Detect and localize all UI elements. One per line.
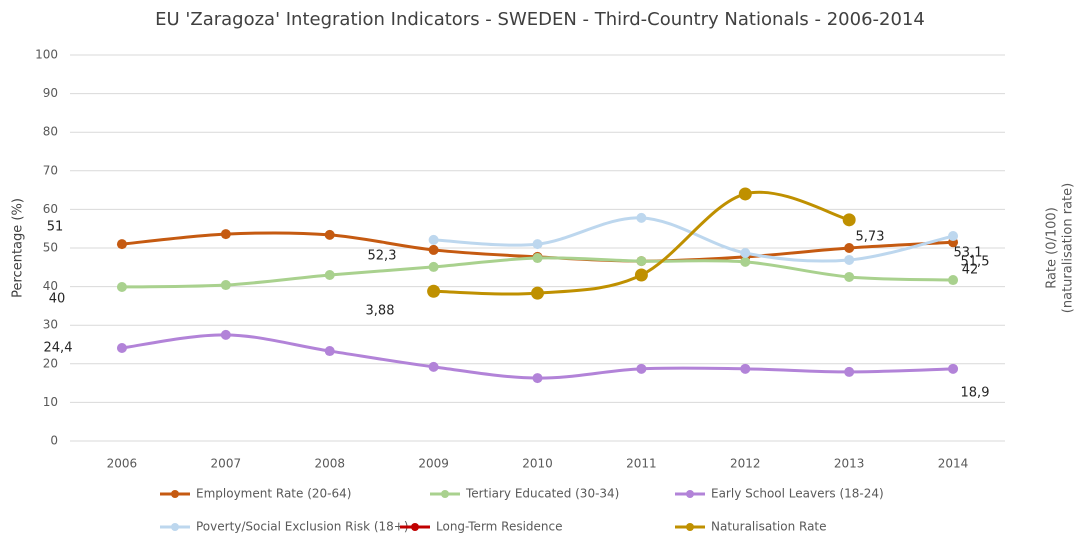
point — [220, 280, 231, 291]
annotation: 18,9 — [961, 386, 990, 401]
point — [948, 231, 959, 242]
y-tick-label: 40 — [43, 279, 58, 293]
legend-label: Long-Term Residence — [436, 520, 563, 534]
point — [844, 243, 855, 253]
point — [532, 253, 543, 264]
point — [428, 261, 439, 272]
point — [324, 346, 335, 357]
y-axis-label: Percentage (%) — [11, 198, 26, 298]
y-tick-label: 80 — [43, 125, 58, 139]
point — [636, 212, 647, 223]
point — [844, 366, 855, 377]
x-tick-label: 2011 — [626, 457, 657, 471]
point — [948, 363, 959, 374]
x-tick-label: 2007 — [211, 457, 242, 471]
x-tick-label: 2010 — [522, 457, 553, 471]
series-line — [121, 333, 954, 380]
point — [428, 234, 439, 245]
x-tick-label: 2006 — [107, 457, 138, 471]
point — [636, 363, 647, 374]
point — [532, 373, 543, 384]
y2-axis-label: (naturalisation rate) — [1061, 183, 1076, 313]
annotation: 24,4 — [44, 341, 73, 356]
y2-axis-label: Rate (0/100) — [1045, 207, 1060, 289]
y-tick-label: 90 — [43, 86, 58, 100]
y-tick-label: 20 — [43, 356, 58, 370]
point — [740, 363, 751, 374]
point — [740, 256, 751, 267]
annotation: 52,3 — [368, 249, 397, 264]
point — [532, 239, 543, 250]
annotation: 42 — [962, 263, 979, 278]
y-tick-label: 10 — [43, 395, 58, 409]
annotation: 3,88 — [366, 304, 395, 319]
legend-marker — [171, 523, 179, 531]
x-tick-label: 2014 — [938, 457, 969, 471]
point — [948, 275, 959, 286]
x-tick-label: 2012 — [730, 457, 761, 471]
legend-marker — [441, 490, 449, 498]
y-tick-label: 50 — [43, 241, 58, 255]
point — [740, 248, 751, 259]
annotation: 53,1 — [954, 246, 983, 261]
legend-marker — [171, 490, 179, 498]
point — [116, 342, 127, 353]
point — [531, 286, 544, 300]
point — [220, 229, 231, 240]
point — [636, 256, 647, 267]
y-tick-label: 30 — [43, 318, 58, 332]
legend-marker — [686, 490, 694, 498]
legend-marker — [411, 523, 419, 531]
y-tick-label: 100 — [35, 48, 58, 62]
point — [116, 281, 127, 292]
point — [842, 213, 856, 227]
legend-label: Employment Rate (20-64) — [196, 487, 351, 501]
point — [116, 239, 127, 250]
point — [738, 187, 752, 201]
point — [634, 268, 648, 282]
annotation: 51,5 — [961, 255, 990, 270]
point — [844, 271, 855, 282]
annotation: 5,73 — [856, 230, 885, 245]
point — [427, 284, 441, 298]
point — [220, 329, 231, 340]
legend-label: Early School Leavers (18-24) — [711, 487, 884, 501]
chart-title: EU 'Zaragoza' Integration Indicators - S… — [155, 9, 925, 30]
legend-label: Naturalisation Rate — [711, 520, 827, 534]
point — [844, 254, 855, 265]
y-tick-label: 0 — [50, 434, 58, 448]
point — [428, 361, 439, 372]
x-tick-label: 2008 — [314, 457, 345, 471]
point — [428, 244, 439, 255]
legend-marker — [686, 523, 694, 531]
y-tick-label: 60 — [43, 202, 58, 216]
legend-label: Poverty/Social Exclusion Risk (18+) — [196, 520, 409, 534]
point — [324, 229, 335, 240]
x-tick-label: 2013 — [834, 457, 865, 471]
y-tick-label: 70 — [43, 163, 58, 177]
legend-label: Tertiary Educated (30-34) — [465, 487, 619, 501]
x-tick-label: 2009 — [418, 457, 449, 471]
point — [324, 270, 335, 281]
annotation: 51 — [47, 220, 64, 235]
annotation: 40 — [49, 292, 66, 307]
